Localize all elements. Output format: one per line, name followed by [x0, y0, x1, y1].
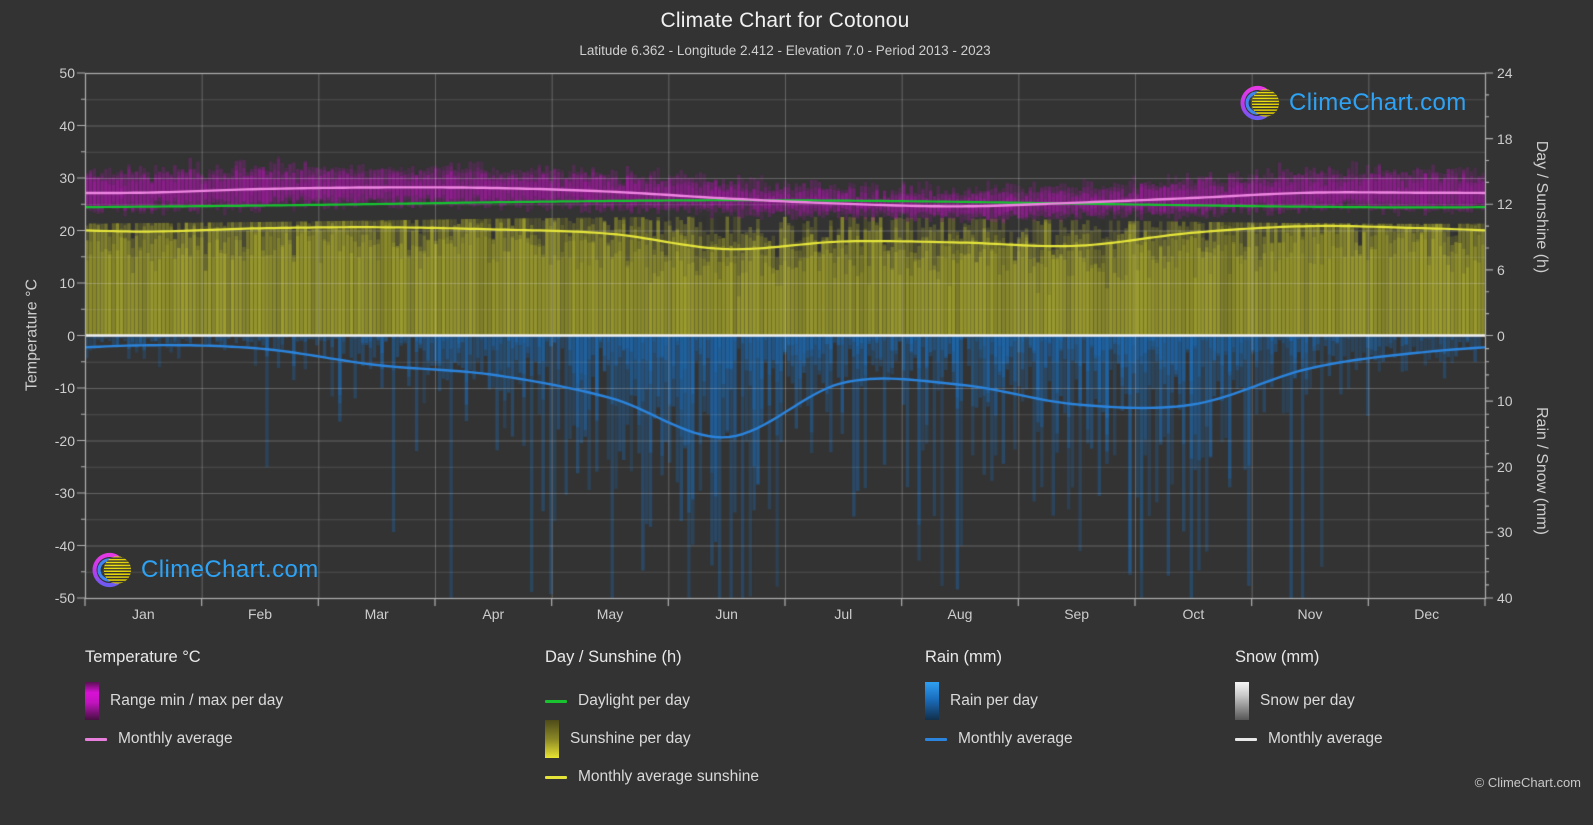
x-tick-month-apr: Apr: [482, 606, 505, 622]
legend-item: Sunshine per day: [545, 720, 759, 758]
y-tick-day-sunshine: 6: [1497, 261, 1505, 278]
y-tick-temperature: 40: [59, 117, 75, 134]
y-tick-rain-snow: 30: [1497, 524, 1513, 541]
climechart-logo-top-right: ClimeChart.com: [1238, 82, 1467, 124]
legend-column-3: Snow (mm) Snow per day Monthly average: [1235, 648, 1383, 758]
x-tick-month-jan: Jan: [132, 606, 155, 622]
legend-item-label: Monthly average: [958, 730, 1073, 747]
climechart-logo-bottom-left: ClimeChart.com: [90, 549, 319, 591]
x-tick-month-aug: Aug: [947, 606, 973, 622]
legend-swatch-line-yellow: [545, 775, 567, 779]
legend-header: Snow (mm): [1235, 648, 1320, 666]
y-tick-temperature: -30: [54, 485, 75, 501]
climechart-logo-icon: [90, 549, 132, 591]
x-tick-month-dec: Dec: [1414, 606, 1440, 622]
legend-item: Monthly average sunshine: [545, 758, 759, 796]
legend-swatch-grad-blue: [925, 682, 939, 720]
legend-swatch-line-blue: [925, 737, 947, 741]
chart-subtitle: Latitude 6.362 - Longitude 2.412 - Eleva…: [579, 43, 991, 58]
y-tick-day-sunshine: 18: [1497, 130, 1513, 147]
y-tick-temperature: 50: [59, 65, 75, 81]
legend-item-label: Rain per day: [950, 692, 1038, 709]
legend-item: Monthly average: [925, 720, 1073, 758]
legend-item: Rain per day: [925, 682, 1073, 720]
y-tick-temperature: 20: [59, 222, 75, 239]
climechart-logo-icon: [1238, 82, 1280, 124]
y-tick-day-sunshine: 24: [1497, 65, 1513, 81]
legend-swatch-line-magenta: [85, 737, 107, 741]
y-tick-temperature: 0: [67, 327, 75, 344]
legend: Temperature °C Range min / max per day Mon…: [0, 648, 1593, 808]
y-tick-temperature: 10: [59, 275, 75, 291]
legend-swatch-grad-yellow: [545, 720, 559, 758]
chart-title: Climate Chart for Cotonou: [660, 9, 910, 32]
legend-item-label: Snow per day: [1260, 692, 1355, 709]
legend-item-label: Sunshine per day: [570, 730, 691, 747]
legend-swatch-grad-white: [1235, 682, 1249, 720]
x-tick-month-jul: Jul: [834, 606, 853, 622]
x-tick-month-mar: Mar: [364, 606, 389, 622]
legend-column-1: Day / Sunshine (h) Daylight per day Sunshi…: [545, 648, 759, 796]
climechart-logo-text: ClimeChart.com: [1289, 89, 1467, 116]
legend-item-label: Monthly average sunshine: [578, 768, 759, 785]
x-tick-month-sep: Sep: [1064, 606, 1090, 622]
x-tick-month-oct: Oct: [1182, 606, 1205, 622]
y-tick-temperature: -40: [54, 537, 75, 554]
legend-item: Monthly average: [1235, 720, 1383, 758]
legend-item: Monthly average: [85, 720, 283, 758]
x-tick-month-may: May: [596, 606, 624, 622]
x-tick-month-jun: Jun: [715, 606, 738, 622]
y-tick-rain-snow: 20: [1497, 458, 1513, 475]
y-tick-day-sunshine: 12: [1497, 196, 1513, 213]
y-tick-day-sunshine: 0: [1497, 327, 1505, 344]
x-tick-month-nov: Nov: [1297, 606, 1323, 622]
legend-column-0: Temperature °C Range min / max per day Mon…: [85, 648, 283, 758]
legend-item-label: Monthly average: [1268, 730, 1383, 747]
legend-item: Range min / max per day: [85, 682, 283, 720]
y-tick-temperature: -20: [54, 432, 75, 449]
legend-item: Daylight per day: [545, 682, 759, 720]
legend-swatch-line-green: [545, 699, 567, 703]
legend-item-label: Range min / max per day: [110, 692, 284, 709]
legend-column-2: Rain (mm) Rain per day Monthly average: [925, 648, 1073, 758]
climechart-logo-text: ClimeChart.com: [141, 556, 319, 583]
legend-item: Snow per day: [1235, 682, 1383, 720]
legend-swatch-line-white: [1235, 737, 1257, 741]
legend-item-label: Daylight per day: [578, 692, 691, 709]
y-tick-temperature: -50: [54, 590, 75, 606]
y-tick-temperature: -10: [54, 380, 75, 396]
y-tick-rain-snow: 40: [1497, 590, 1513, 606]
y-tick-rain-snow: 10: [1497, 393, 1513, 410]
y-tick-temperature: 30: [59, 170, 75, 186]
climechart-logo-glyph: [1240, 85, 1280, 121]
legend-header: Temperature °C: [85, 648, 201, 666]
x-tick-month-feb: Feb: [247, 606, 273, 622]
climechart-logo-glyph: [92, 552, 132, 588]
legend-swatch-grad-magenta: [85, 682, 99, 720]
legend-header: Rain (mm): [925, 648, 1002, 666]
legend-item-label: Monthly average: [118, 730, 233, 747]
copyright: © ClimeChart.com: [1474, 775, 1581, 790]
legend-header: Day / Sunshine (h): [545, 648, 682, 666]
